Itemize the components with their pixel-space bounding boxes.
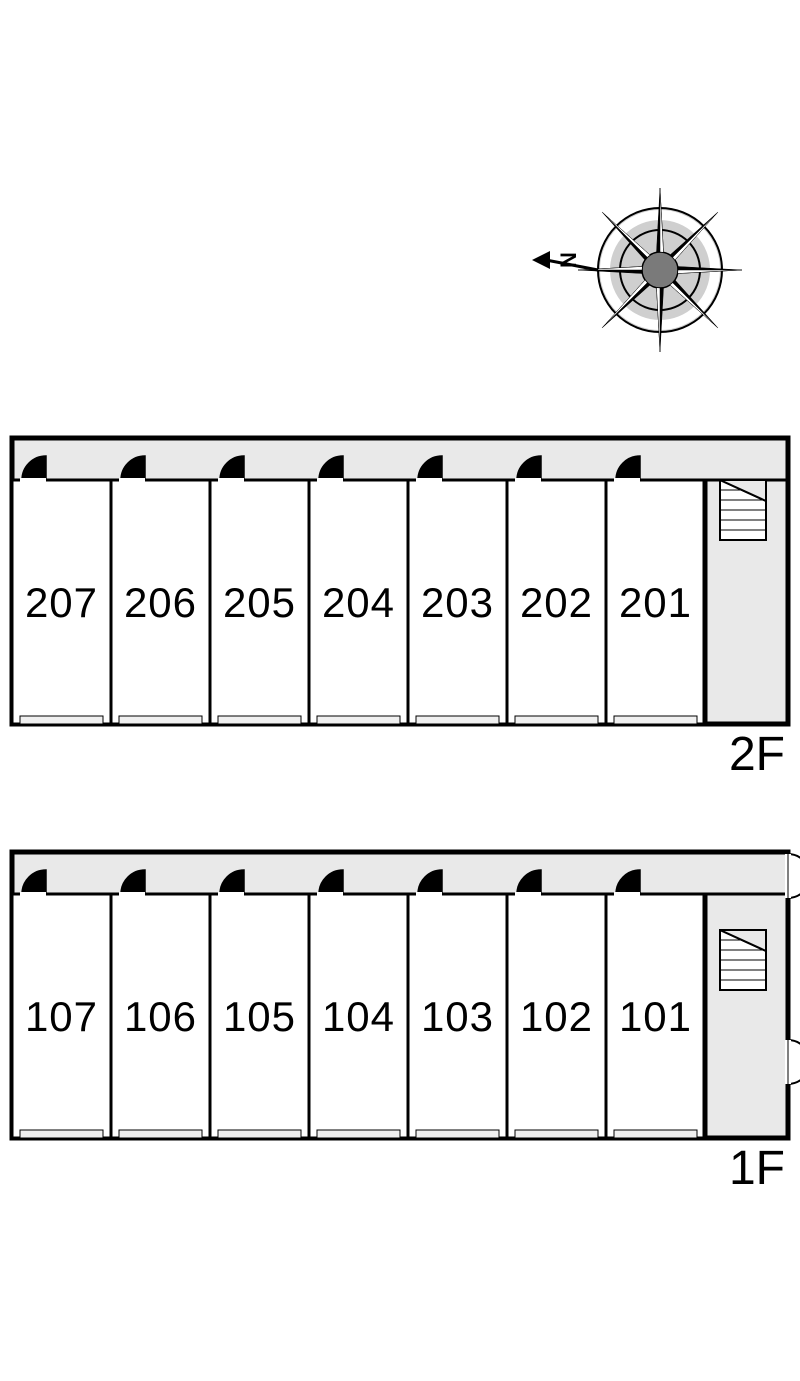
room-label: 102 — [520, 993, 593, 1040]
window-sill — [614, 716, 697, 724]
floor-label: 1F — [729, 1142, 785, 1195]
room-label: 106 — [124, 993, 197, 1040]
room-105: 105 — [210, 870, 309, 1138]
window-sill — [317, 1130, 400, 1138]
room-label: 207 — [25, 579, 98, 626]
compass-icon: N — [532, 188, 742, 352]
floor-1F: 107 106 105 104 103 102 101 1F — [12, 852, 800, 1195]
floor-2F: 207 206 205 204 203 202 201 2F — [12, 438, 788, 781]
room-label: 105 — [223, 993, 296, 1040]
room-label: 107 — [25, 993, 98, 1040]
floor-label: 2F — [729, 728, 785, 781]
room-205: 205 — [210, 456, 309, 724]
window-sill — [218, 716, 301, 724]
compass-n-label: N — [556, 252, 581, 268]
room-207: 207 — [12, 456, 111, 724]
window-sill — [515, 716, 598, 724]
room-106: 106 — [111, 870, 210, 1138]
room-206: 206 — [111, 456, 210, 724]
room-102: 102 — [507, 870, 606, 1138]
window-sill — [119, 716, 202, 724]
room-label: 104 — [322, 993, 395, 1040]
window-sill — [20, 1130, 103, 1138]
room-label: 205 — [223, 579, 296, 626]
room-label: 206 — [124, 579, 197, 626]
room-203: 203 — [408, 456, 507, 724]
room-103: 103 — [408, 870, 507, 1138]
room-101: 101 — [606, 870, 705, 1138]
window-sill — [416, 1130, 499, 1138]
room-label: 101 — [619, 993, 692, 1040]
room-label: 204 — [322, 579, 395, 626]
floor-plan-diagram: N2072062052042032022012F1071061051041031… — [0, 0, 800, 1381]
window-sill — [614, 1130, 697, 1138]
window-sill — [218, 1130, 301, 1138]
window-sill — [119, 1130, 202, 1138]
window-sill — [515, 1130, 598, 1138]
window-sill — [317, 716, 400, 724]
room-label: 201 — [619, 579, 692, 626]
room-label: 203 — [421, 579, 494, 626]
room-107: 107 — [12, 870, 111, 1138]
stair-icon — [720, 480, 766, 540]
room-204: 204 — [309, 456, 408, 724]
stair-icon — [720, 930, 766, 990]
window-sill — [20, 716, 103, 724]
room-label: 103 — [421, 993, 494, 1040]
room-104: 104 — [309, 870, 408, 1138]
room-201: 201 — [606, 456, 705, 724]
room-label: 202 — [520, 579, 593, 626]
room-202: 202 — [507, 456, 606, 724]
window-sill — [416, 716, 499, 724]
